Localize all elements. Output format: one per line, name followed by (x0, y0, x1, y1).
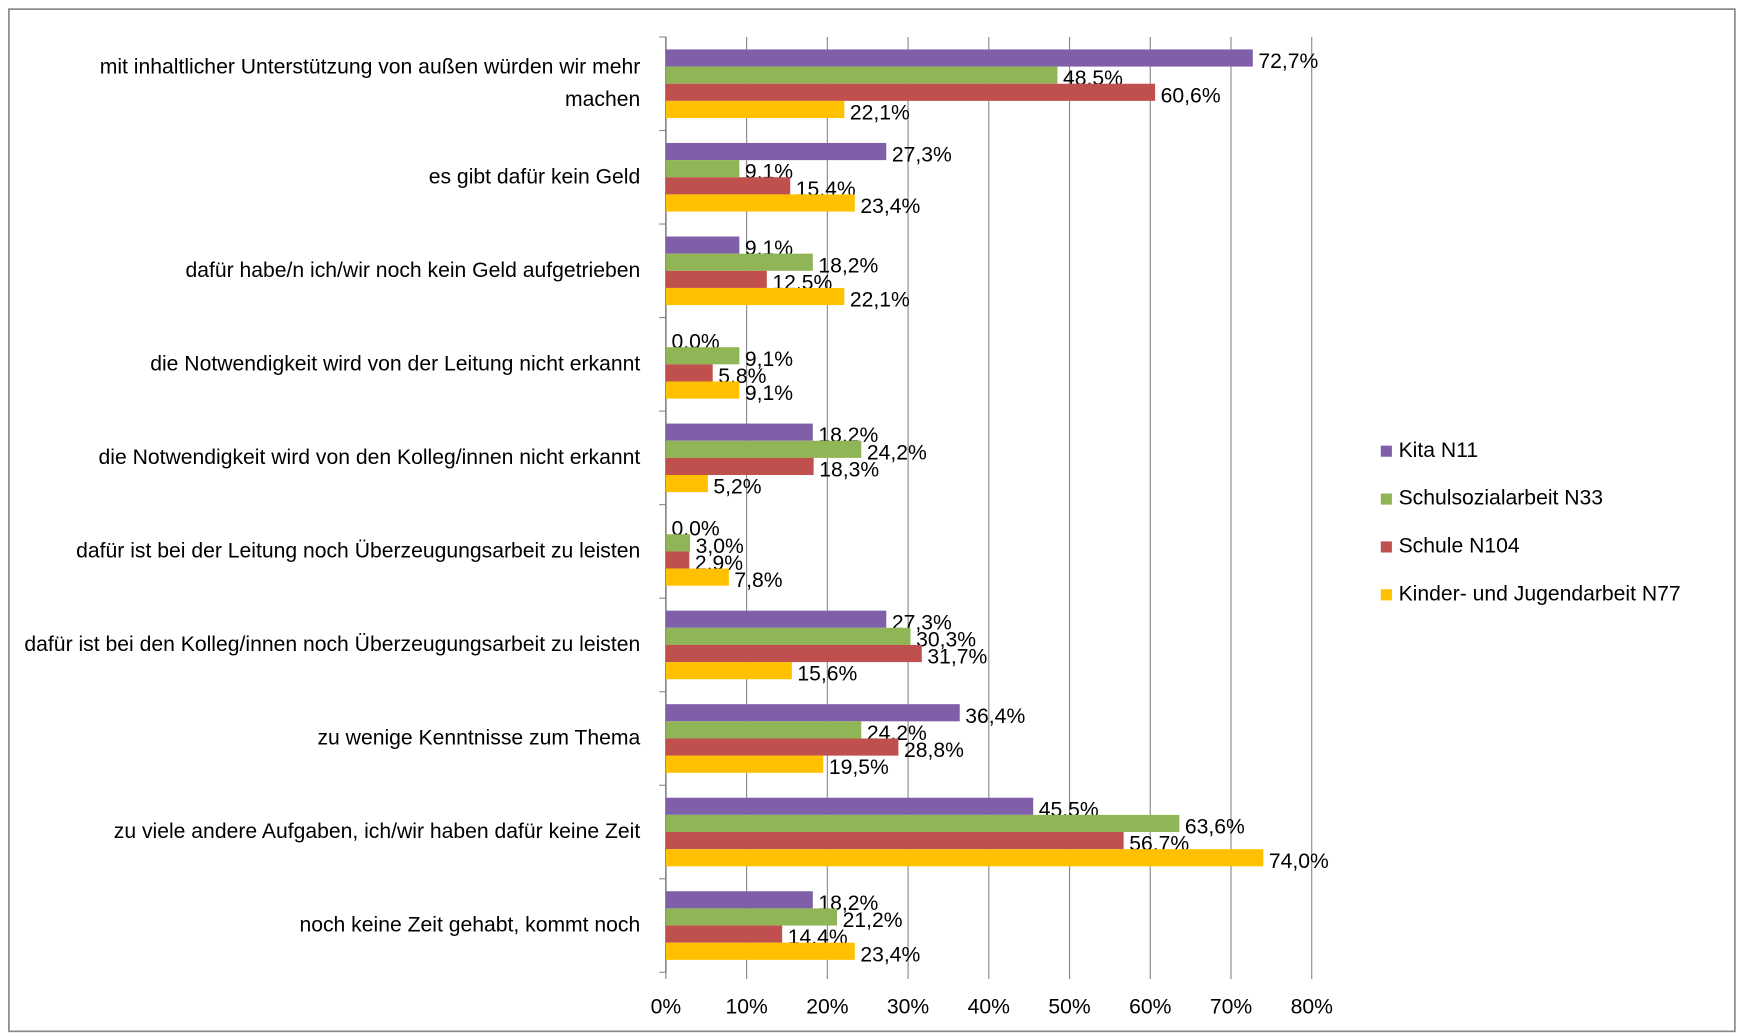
legend-label: Kinder- und Jugendarbeit N77 (1399, 582, 1681, 605)
bar (665, 891, 813, 909)
data-label: 15,6% (797, 663, 857, 686)
bar (665, 568, 729, 586)
bar (665, 738, 899, 756)
bar (665, 177, 791, 195)
bar (665, 160, 740, 178)
bar (665, 253, 813, 271)
legend-label: Kita N11 (1399, 439, 1479, 462)
data-label: 9,1% (745, 348, 793, 371)
y-tick-label: dafür ist bei der Leitung noch Überzeugu… (76, 538, 640, 562)
y-tick-label: dafür ist bei den Kolleg/innen noch Über… (24, 632, 640, 656)
bar (665, 440, 862, 458)
bar (665, 457, 814, 476)
data-label: 3,0% (696, 535, 744, 558)
data-label: 5,2% (713, 476, 761, 499)
data-label: 27,3% (892, 144, 952, 167)
data-label: 60,6% (1161, 84, 1221, 107)
x-tick-label: 70% (1210, 996, 1253, 1019)
bar (665, 627, 911, 645)
data-label: 9,1% (745, 382, 793, 405)
x-tick-label: 10% (725, 996, 768, 1019)
bar (665, 270, 767, 288)
x-tick-label: 50% (1048, 996, 1091, 1019)
data-label: 23,4% (860, 943, 920, 966)
bar (665, 908, 838, 926)
legend-swatch (1380, 445, 1392, 457)
data-label: 74,0% (1269, 850, 1329, 873)
x-tick-label: 30% (887, 996, 930, 1019)
bar (665, 347, 740, 365)
data-label: 19,5% (829, 756, 889, 779)
bar (665, 610, 887, 628)
data-label: 36,4% (965, 705, 1025, 728)
legend-label: Schulsozialarbeit N33 (1399, 487, 1603, 510)
legend-label: Schule N104 (1399, 535, 1520, 558)
legend-swatch (1380, 493, 1392, 505)
x-tick-label: 0% (651, 996, 682, 1019)
bar (665, 925, 783, 943)
bar (665, 662, 792, 680)
data-label: 23,4% (860, 195, 920, 218)
data-label: 30,3% (916, 628, 976, 651)
data-label: 21,2% (843, 909, 903, 932)
legend-swatch (1380, 589, 1392, 601)
bar (665, 475, 708, 493)
data-label: 24,2% (867, 441, 927, 464)
data-label: 7,8% (734, 569, 782, 592)
bar (665, 704, 960, 722)
bar (665, 83, 1156, 101)
y-tick-label: noch keine Zeit gehabt, kommt noch (299, 913, 640, 936)
chart-border (8, 8, 1736, 1033)
bar (665, 100, 845, 119)
y-tick-label: die Notwendigkeit wird von den Kolleg/in… (98, 445, 640, 468)
y-tick-label: zu wenige Kenntnisse zum Thema (317, 726, 640, 749)
y-tick-label: es gibt dafür kein Geld (429, 165, 641, 188)
bar (665, 721, 862, 739)
x-tick-label: 80% (1291, 996, 1334, 1019)
data-label: 63,6% (1185, 815, 1245, 838)
data-label: 31,7% (927, 646, 987, 669)
bar (665, 236, 740, 254)
data-label: 72,7% (1258, 50, 1318, 73)
bar (665, 142, 887, 161)
data-label: 18,3% (819, 458, 879, 481)
bar (665, 423, 813, 441)
bar (665, 364, 713, 382)
bar (665, 49, 1253, 67)
bar (665, 381, 740, 399)
bar (665, 644, 922, 663)
y-tick-label: zu viele andere Aufgaben, ich/wir haben … (114, 820, 641, 843)
bar (665, 755, 824, 773)
legend-swatch (1380, 541, 1392, 553)
bar (665, 534, 691, 552)
bar (665, 849, 1264, 867)
bar (665, 832, 1124, 850)
y-tick-label: mit inhaltlicher Unterstützung von außen… (100, 55, 641, 110)
x-tick-label: 40% (968, 996, 1011, 1019)
bar (665, 797, 1034, 815)
bar (665, 287, 845, 306)
data-label: 22,1% (850, 101, 910, 124)
data-label: 18,2% (818, 254, 878, 277)
bar (665, 194, 855, 212)
bar (665, 551, 690, 569)
bar (665, 942, 855, 960)
x-tick-label: 60% (1129, 996, 1172, 1019)
x-tick-label: 20% (806, 996, 849, 1019)
data-label: 22,1% (850, 289, 910, 312)
y-tick-label: die Notwendigkeit wird von der Leitung n… (150, 352, 640, 375)
data-label: 28,8% (904, 739, 964, 762)
bar (665, 66, 1058, 84)
y-tick-label: dafür habe/n ich/wir noch kein Geld aufg… (185, 258, 640, 281)
bar (665, 814, 1180, 833)
